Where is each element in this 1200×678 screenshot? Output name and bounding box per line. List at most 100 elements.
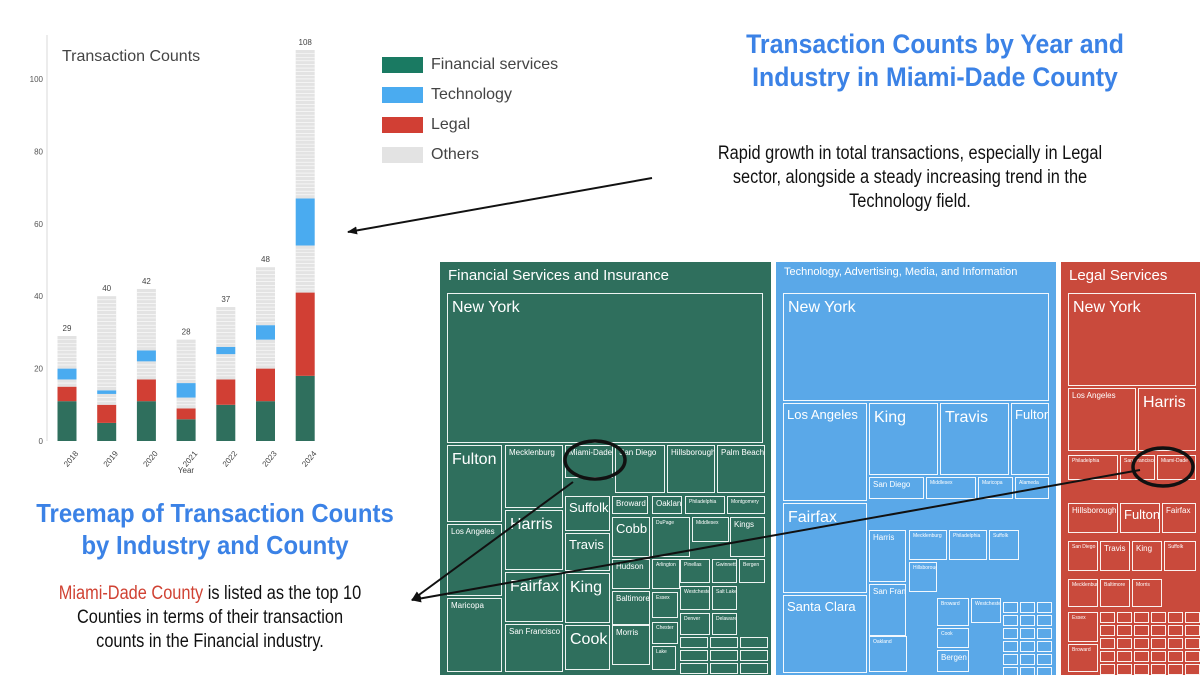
treemap-cell-label: Mecklenburg — [913, 533, 942, 539]
treemap-cell-label: Middlesex — [696, 520, 719, 526]
bar-segment — [295, 375, 315, 441]
main-title-line: Industry in Miami-Dade County — [752, 61, 1118, 92]
treemap-cell: Oakland — [869, 636, 907, 672]
treemap-cell: Harris — [1138, 388, 1196, 451]
treemap-cell-small — [1168, 664, 1183, 675]
treemap-cell: Travis — [565, 533, 610, 571]
treemap-cell-small — [1020, 628, 1035, 639]
treemap-cell: New York — [783, 293, 1049, 401]
bar-segment — [136, 350, 156, 362]
x-tick-label: 2024 — [300, 449, 319, 469]
treemap-cell-label: Los Angeles — [787, 407, 858, 422]
treemap-cell-small — [1151, 625, 1166, 636]
bar-segment — [176, 383, 196, 398]
bar-segment — [256, 368, 275, 402]
treemap-cell-label: San Diego — [1072, 544, 1096, 550]
bar-segment — [136, 288, 156, 351]
treemap-title: Treemap of Transaction Counts by Industr… — [17, 498, 413, 561]
bar-segment — [256, 401, 275, 441]
treemap-cell-small — [1151, 651, 1166, 662]
bar-segment — [136, 379, 156, 402]
treemap-cell-small — [710, 663, 738, 674]
treemap-cell-label: Maricopa — [451, 601, 484, 610]
legend-swatch-legal — [382, 117, 423, 133]
y-tick-label: 60 — [34, 220, 43, 229]
treemap-cell-label: Suffolk — [993, 533, 1009, 539]
miami-highlight: Miami-Dade County — [58, 583, 204, 604]
treemap-cell: Fairfax — [783, 503, 867, 593]
treemap-cell: Fulton — [1120, 503, 1160, 533]
treemap-cell: Bergen — [937, 650, 969, 672]
treemap-cell-small — [1020, 615, 1035, 626]
treemap-cell: Fulton — [447, 445, 502, 522]
treemap-cell: Middlesex — [692, 517, 729, 542]
treemap-cell-label: Denver — [684, 616, 701, 622]
treemap-cell: Arlington — [652, 559, 680, 589]
treemap-cell: Montgomery — [727, 496, 765, 514]
treemap-cell-label: Mecklenburg — [1072, 582, 1098, 588]
legend-item-financial: Financial services — [382, 50, 558, 80]
bar-segment — [57, 368, 77, 380]
treemap-cell-small — [710, 650, 738, 661]
treemap-cell-label: Morris — [616, 628, 639, 637]
treemap-cell-label: Arlington — [656, 562, 676, 568]
total-label: 40 — [102, 284, 111, 293]
treemap-cell-small — [1134, 638, 1149, 649]
treemap-cell: King — [869, 403, 938, 475]
treemap-cell: San Diego — [1068, 541, 1098, 571]
treemap-cell-label: Bergen — [941, 653, 967, 662]
treemap-cell-small — [740, 637, 768, 648]
treemap-cell: Travis — [1100, 541, 1130, 571]
treemap-cell: Miami-Dade — [1157, 455, 1196, 480]
miami-note-line: Counties in terms of their transaction — [76, 607, 344, 629]
treemap-cell-small — [1003, 654, 1018, 665]
treemap-cell-small — [1020, 667, 1035, 678]
treemap-cell: King — [1132, 541, 1162, 571]
treemap-cell-small — [1168, 612, 1183, 623]
treemap-cell-small — [1003, 615, 1018, 626]
panel-title: Technology, Advertising, Media, and Info… — [784, 266, 1018, 278]
treemap-cell-small — [1003, 667, 1018, 678]
treemap-cell: Suffolk — [565, 496, 610, 531]
treemap-cell-label: Montgomery — [731, 499, 759, 505]
treemap-cell-label: Alameda — [1019, 480, 1039, 486]
treemap-cell-label: Philadelphia — [1072, 458, 1100, 464]
legend-item-technology: Technology — [382, 80, 558, 110]
legend-label: Others — [431, 146, 480, 163]
treemap-cell: New York — [1068, 293, 1196, 386]
treemap-cell-label: Fairfax — [510, 578, 559, 595]
treemap-cell: Westchester — [680, 586, 710, 610]
treemap-cell-label: Kings — [734, 520, 755, 529]
treemap-cell: Cobb — [612, 517, 650, 557]
treemap-cell-small — [1185, 612, 1200, 623]
treemap-cell: Chester — [652, 622, 678, 644]
legend-swatch-financial — [382, 57, 423, 73]
y-tick-label: 80 — [34, 147, 43, 156]
treemap-cell-small — [1134, 664, 1149, 675]
treemap-cell: Oakland — [652, 496, 682, 514]
treemap-cell-small — [1020, 602, 1035, 613]
chart-legend: Financial services Technology Legal Othe… — [382, 50, 558, 170]
treemap-cell: San Diego — [869, 477, 924, 499]
treemap-cell-small — [1037, 615, 1052, 626]
treemap-cell: Suffolk — [989, 530, 1019, 560]
legend-swatch-technology — [382, 87, 423, 103]
treemap-cell-label: Miami-Dade — [569, 448, 613, 457]
bar-segment — [256, 325, 275, 340]
treemap-cell-small — [710, 637, 738, 648]
bar-segment — [295, 198, 315, 246]
treemap-cell-label: Miami-Dade — [1161, 458, 1188, 464]
y-tick-label: 20 — [34, 365, 43, 374]
treemap-cell: San Diego — [615, 445, 665, 493]
treemap-cell-small — [1151, 612, 1166, 623]
bar-segment — [57, 386, 77, 402]
panel-title: Financial Services and Insurance — [448, 267, 669, 284]
treemap-cell-small — [1003, 641, 1018, 652]
total-label: 48 — [261, 255, 270, 264]
treemap-cell-label: Travis — [569, 537, 604, 552]
treemap-cell-label: Hillsborough — [1072, 506, 1117, 515]
total-label: 29 — [63, 324, 72, 333]
treemap-cell-label: Fairfax — [1166, 506, 1191, 515]
bar-segment — [97, 404, 117, 423]
treemap-cell-label: Travis — [945, 409, 988, 426]
